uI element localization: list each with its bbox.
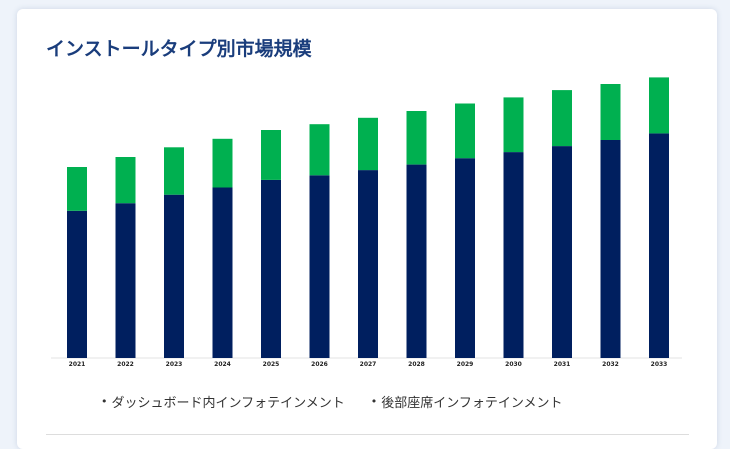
legend-item-dashboard[interactable]: • ダッシュボード内インフォテインメント — [101, 392, 345, 411]
bar-dashboard-2025 — [261, 179, 281, 358]
x-tick-label: 2030 — [505, 361, 522, 368]
bar-dashboard-2027 — [358, 170, 378, 358]
bar-dashboard-2021 — [67, 210, 87, 358]
x-tick-label: 2028 — [408, 361, 425, 368]
legend-label-dashboard: ダッシュボード内インフォテインメント — [111, 396, 345, 411]
x-tick-label: 2029 — [457, 361, 474, 368]
chart-card: インストールタイプ別市場規模 2021 2022 2023 2024 2025 2026 2… — [17, 9, 717, 449]
legend-bullet: • — [101, 395, 108, 408]
bar-dashboard-2033 — [649, 133, 669, 358]
x-tick-label: 2025 — [263, 361, 280, 368]
legend-bullet: • — [370, 395, 378, 408]
x-tick-label: 2026 — [311, 361, 328, 368]
legend-label-rear-seat: 後部座席インフォテインメント — [381, 396, 563, 411]
bar-rear-seat-2032 — [600, 84, 621, 140]
divider — [46, 434, 689, 435]
x-tick-label: 2023 — [166, 361, 183, 368]
bar-dashboard-2032 — [600, 140, 621, 358]
bar-rear-seat-2023 — [164, 147, 184, 195]
bar-dashboard-2022 — [115, 203, 136, 358]
legend-item-rear-seat[interactable]: • 後部座席インフォテインメント — [371, 392, 563, 411]
bar-dashboard-2029 — [455, 158, 475, 358]
bar-rear-seat-2027 — [358, 117, 378, 171]
x-tick-label: 2021 — [69, 361, 86, 368]
bar-rear-seat-2022 — [115, 157, 136, 204]
bar-dashboard-2028 — [406, 164, 427, 358]
x-tick-label: 2032 — [602, 361, 619, 368]
bar-dashboard-2026 — [309, 175, 330, 358]
x-tick-label: 2033 — [651, 361, 668, 368]
x-tick-label: 2027 — [360, 361, 377, 368]
bar-rear-seat-2024 — [212, 138, 233, 188]
chart-title: インストールタイプ別市場規模 — [46, 38, 312, 60]
bar-chart: 2021 2022 2023 2024 2025 2026 2027 2028 2029 2030… — [51, 77, 682, 368]
bar-rear-seat-2029 — [455, 103, 475, 159]
bar-rear-seat-2030 — [503, 97, 524, 153]
legend: • ダッシュボード内インフォテインメント • 後部座席インフォテインメント — [101, 392, 562, 411]
bar-rear-seat-2025 — [261, 130, 281, 180]
bar-dashboard-2030 — [503, 152, 524, 358]
x-tick-label: 2022 — [117, 361, 134, 368]
bar-dashboard-2024 — [212, 187, 233, 358]
x-tick-label: 2031 — [554, 361, 571, 368]
bar-dashboard-2023 — [164, 194, 184, 358]
bar-rear-seat-2021 — [67, 167, 87, 211]
x-tick-label: 2024 — [214, 361, 231, 368]
bar-rear-seat-2033 — [649, 77, 669, 134]
bar-rear-seat-2026 — [309, 124, 330, 176]
bar-rear-seat-2028 — [406, 111, 427, 165]
bar-dashboard-2031 — [552, 146, 572, 358]
bar-rear-seat-2031 — [552, 90, 572, 147]
